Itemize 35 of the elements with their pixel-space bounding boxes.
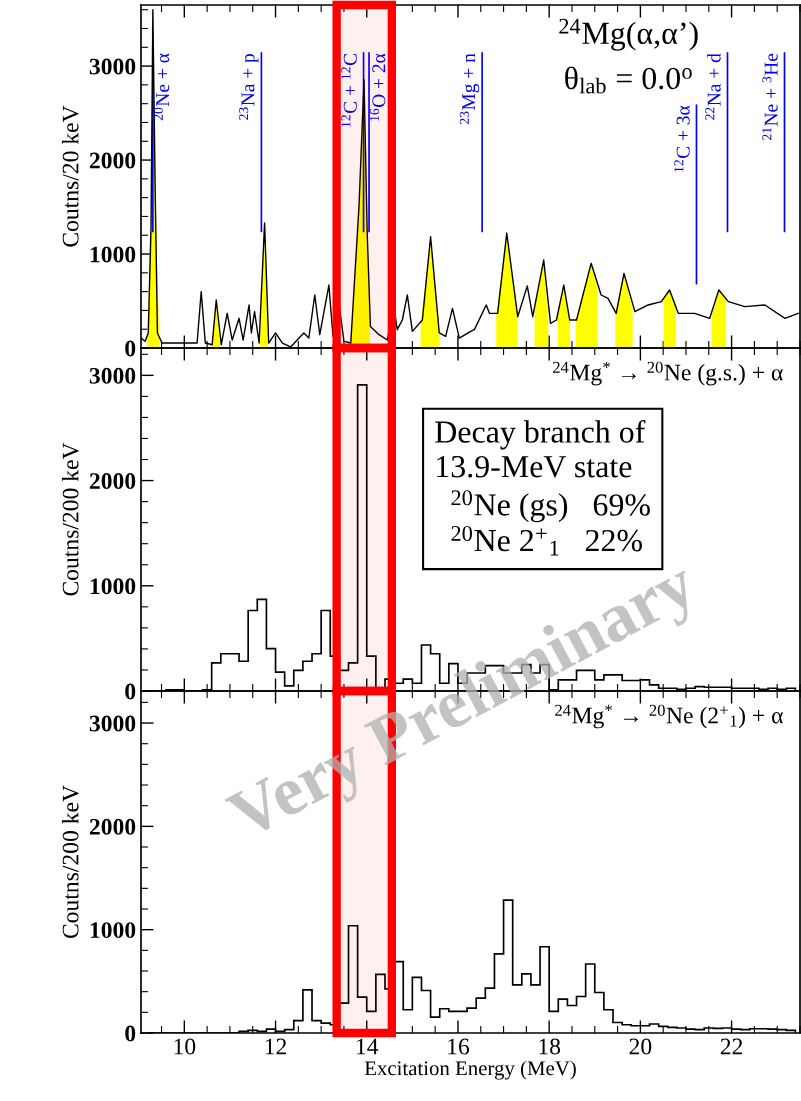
y-tick-label: 1000 (90, 578, 136, 595)
y-tick-label: 2000 (89, 473, 136, 489)
x-tick-label: 12 (265, 1038, 287, 1055)
y-tick-label: 3000 (89, 715, 136, 732)
x-tick-label: 20 (629, 1038, 652, 1055)
ref-line-label: $^{23}$Mg + n (459, 53, 480, 125)
x-tick-label: 14 (357, 1038, 379, 1055)
ref-line-label: $^{16}$O + 2α (369, 53, 386, 121)
y-tick-label: 1000 (90, 246, 136, 263)
ref-line-label: $^{12}$C + $^{12}$C (341, 54, 357, 127)
y-tick-label: 0 (125, 1025, 136, 1042)
y-axis-title: Coutns/20 keV (61, 105, 79, 247)
text: $^{24}$Mg$^{*}$ → $^{20}$Ne (g.s.) + α (553, 361, 783, 386)
y-tick-label: 0 (125, 340, 136, 357)
y-axis-title: Coutns/200 keV (61, 785, 79, 939)
ref-line-label: $^{20}$Ne + α (153, 53, 170, 121)
chart-title: $^{24}$Mg(α,α’) (559, 18, 698, 51)
x-tick-label: 18 (539, 1038, 561, 1055)
ref-line-label: $^{21}$Ne + $^{3}$He (762, 53, 778, 140)
y-axis-title: Coutns/200 keV (61, 442, 79, 596)
ref-line-label: $^{23}$Na + p (239, 53, 259, 120)
x-tick-label: 10 (174, 1038, 196, 1055)
text: Decay branch of 13.9-MeV state $^{20}$Ne (gs) 69% $^{20}$Ne 2$^{+}$$_{1}$ 22% (435, 420, 650, 556)
y-tick-label: 3000 (89, 58, 136, 75)
y-tick-label: 1000 (90, 922, 136, 939)
x-axis-title: Excitation Energy (MeV) (364, 1060, 576, 1080)
x-tick-label: 16 (448, 1038, 470, 1055)
y-tick-label: 2000 (89, 818, 136, 835)
y-tick-label: 2000 (89, 152, 136, 169)
y-tick-label: 3000 (89, 367, 136, 384)
text: θ$_{lab}$ = 0.0$^{o}$ (565, 66, 692, 94)
x-tick-label: 22 (720, 1038, 743, 1055)
ref-line-label: $^{12}$C + 3α (674, 105, 690, 172)
ref-line-label: $^{22}$Na + d (705, 53, 721, 120)
y-tick-label: 0 (125, 683, 136, 700)
